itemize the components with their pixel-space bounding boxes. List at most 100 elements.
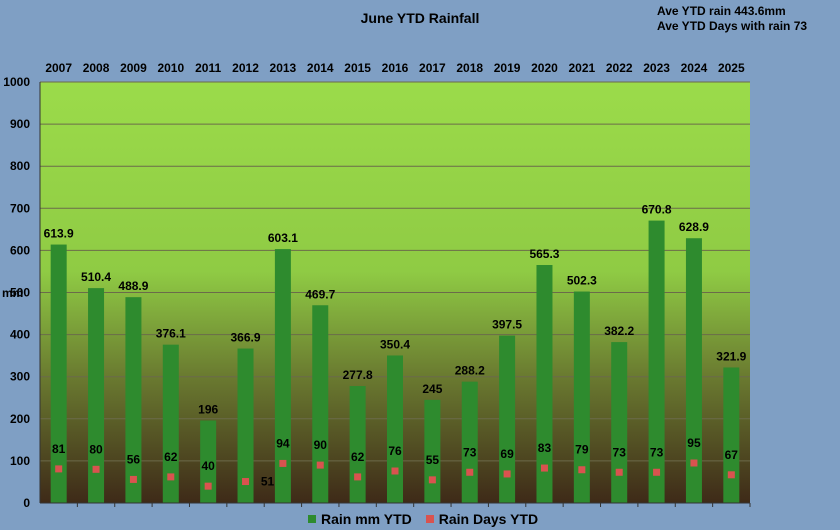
- rain-days-label: 69: [500, 447, 514, 461]
- y-tick-label: 200: [10, 412, 30, 426]
- bar-rain-mm: [499, 335, 516, 503]
- bar-value-label: 366.9: [231, 331, 261, 345]
- rain-days-marker: [55, 465, 63, 473]
- bar-value-label: 502.3: [567, 274, 597, 288]
- legend-label: Rain mm YTD: [321, 511, 412, 527]
- bar-rain-mm: [312, 305, 329, 503]
- bar-value-label: 376.1: [156, 327, 186, 341]
- legend-swatch-marker: [425, 515, 434, 523]
- rain-days-marker: [466, 468, 474, 476]
- rain-days-marker: [653, 468, 661, 476]
- bar-rain-mm: [536, 265, 553, 503]
- bar-rain-mm: [573, 291, 590, 503]
- average-days-note: Ave YTD Days with rain 73: [657, 19, 808, 33]
- legend-swatch-bar: [308, 515, 316, 523]
- rain-days-marker: [242, 478, 250, 486]
- rain-days-marker: [391, 467, 399, 475]
- rain-days-label: 83: [538, 441, 552, 455]
- bar-value-label: 350.4: [380, 337, 410, 351]
- bar-rain-mm: [461, 381, 478, 503]
- x-tick-label: 2024: [681, 61, 708, 75]
- x-tick-label: 2013: [270, 61, 297, 75]
- y-tick-label: 300: [10, 370, 30, 384]
- bar-rain-mm: [723, 367, 740, 503]
- bar-value-label: 510.4: [81, 270, 111, 284]
- legend: Rain mm YTD Rain Days YTD: [308, 511, 538, 527]
- bar-value-label: 613.9: [44, 227, 74, 241]
- rain-days-label: 51: [261, 475, 275, 489]
- x-tick-label: 2016: [382, 61, 409, 75]
- rain-days-marker: [92, 465, 100, 473]
- bar-rain-mm: [424, 399, 441, 503]
- rain-days-marker: [428, 476, 436, 484]
- y-tick-label: 900: [10, 117, 30, 131]
- bar-value-label: 488.9: [118, 279, 148, 293]
- x-tick-label: 2008: [83, 61, 110, 75]
- bar-rain-mm: [685, 238, 702, 503]
- bar-rain-mm: [648, 220, 665, 503]
- x-tick-label: 2020: [531, 61, 558, 75]
- y-tick-label: 800: [10, 159, 30, 173]
- y-axis-label: mm: [2, 286, 23, 300]
- bar-value-label: 397.5: [492, 318, 522, 332]
- rain-days-label: 62: [351, 450, 365, 464]
- rain-days-label: 40: [201, 459, 215, 473]
- x-tick-label: 2022: [606, 61, 633, 75]
- rain-days-label: 62: [164, 450, 178, 464]
- bar-value-label: 245: [422, 382, 442, 396]
- bar-value-label: 196: [198, 402, 218, 416]
- rain-days-label: 55: [426, 453, 440, 467]
- x-tick-label: 2021: [568, 61, 595, 75]
- x-tick-label: 2025: [718, 61, 745, 75]
- y-tick-label: 600: [10, 243, 30, 257]
- rain-days-marker: [316, 461, 324, 469]
- bar-value-label: 670.8: [642, 203, 672, 217]
- bar-rain-mm: [162, 344, 179, 503]
- x-tick-label: 2011: [195, 61, 221, 75]
- rain-days-label: 67: [725, 448, 739, 462]
- y-tick-label: 1000: [3, 75, 30, 89]
- bar-value-label: 469.7: [305, 287, 335, 301]
- rain-days-marker: [540, 464, 548, 472]
- rain-days-marker: [279, 459, 287, 467]
- rain-days-label: 80: [89, 442, 103, 456]
- rain-days-label: 76: [388, 444, 402, 458]
- average-rain-note: Ave YTD rain 443.6mm: [657, 4, 786, 18]
- chart-title: June YTD Rainfall: [360, 10, 480, 26]
- rain-days-label: 94: [276, 436, 290, 450]
- rain-days-label: 90: [314, 438, 328, 452]
- bar-rain-mm: [611, 342, 628, 503]
- bar-value-label: 277.8: [343, 368, 373, 382]
- rain-days-label: 95: [687, 436, 701, 450]
- rain-days-label: 73: [650, 445, 664, 459]
- bar-value-label: 288.2: [455, 364, 485, 378]
- bar-value-label: 321.9: [716, 349, 746, 363]
- y-tick-label: 500: [10, 286, 30, 300]
- bar-rain-mm: [274, 249, 291, 503]
- rain-days-marker: [690, 459, 698, 467]
- bar-value-label: 603.1: [268, 231, 298, 245]
- bar-rain-mm: [387, 355, 403, 503]
- x-tick-label: 2009: [120, 61, 147, 75]
- y-tick-label: 100: [10, 454, 30, 468]
- rain-days-label: 56: [127, 452, 141, 466]
- rain-days-label: 73: [613, 445, 627, 459]
- x-tick-label: 2014: [307, 61, 334, 75]
- rain-days-marker: [615, 468, 623, 476]
- bar-rain-mm: [237, 348, 254, 503]
- rain-days-label: 79: [575, 443, 589, 457]
- bar-rain-mm: [125, 297, 142, 503]
- legend-item-rain-days: Rain Days YTD: [425, 511, 539, 527]
- x-tick-label: 2015: [344, 61, 371, 75]
- x-tick-label: 2010: [157, 61, 184, 75]
- bar-value-label: 628.9: [679, 220, 709, 234]
- rain-days-marker: [204, 482, 212, 490]
- x-tick-label: 2023: [643, 61, 670, 75]
- x-tick-label: 2007: [45, 61, 72, 75]
- bar-rain-mm: [50, 244, 67, 503]
- rain-days-label: 73: [463, 445, 477, 459]
- rain-days-marker: [578, 466, 586, 474]
- legend-label: Rain Days YTD: [438, 511, 539, 527]
- x-tick-label: 2017: [419, 61, 446, 75]
